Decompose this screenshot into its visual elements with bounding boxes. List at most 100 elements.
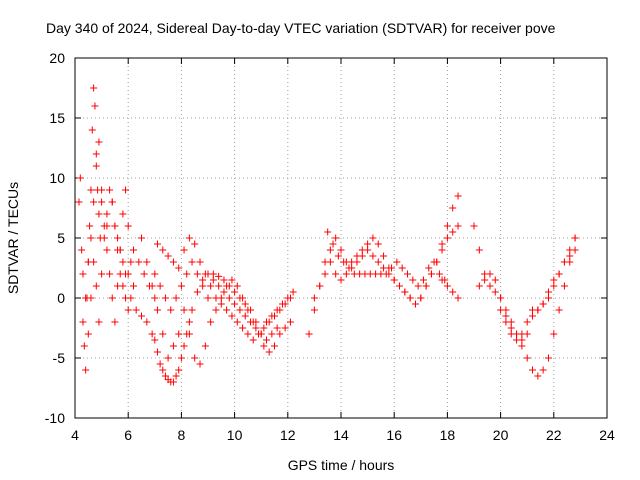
data-point-arc13 [544, 288, 552, 296]
y-axis-label: SDTVAR / TECUs [5, 182, 21, 294]
data-point-arc4 [209, 270, 217, 278]
y-tick-label: -10 [45, 410, 65, 426]
data-point-arc10 [388, 264, 396, 272]
data-point-arc7 [255, 330, 263, 338]
data-point-arc5 [169, 342, 177, 350]
data-point-arc8 [443, 222, 451, 230]
data-point-arc10 [334, 252, 342, 260]
data-point-arc7 [153, 240, 161, 248]
data-point-arc8 [337, 246, 345, 254]
data-point-arc4 [188, 306, 196, 314]
data-point-arc5 [260, 342, 268, 350]
data-point-arc5 [180, 306, 188, 314]
data-point-arc3 [130, 246, 138, 254]
data-point-arc1 [103, 246, 111, 254]
data-point-arc1 [75, 198, 83, 206]
y-tick-label: 10 [49, 170, 65, 186]
data-point-arc5 [164, 354, 172, 362]
data-point-arc2 [124, 306, 132, 314]
data-point-arc7 [239, 324, 247, 332]
data-point-arc13 [513, 330, 521, 338]
data-point-arc7 [223, 306, 231, 314]
data-point-arc6 [209, 276, 217, 284]
data-point-arc1 [130, 282, 138, 290]
data-point-arc11 [534, 372, 542, 380]
data-point-arc11 [486, 282, 494, 290]
data-point-arc3 [114, 234, 122, 242]
data-point-arc3 [151, 294, 159, 302]
data-point-arc1 [80, 342, 88, 350]
data-point-arc4 [151, 336, 159, 344]
data-point-arc7 [201, 270, 209, 278]
data-point-arc5 [281, 324, 289, 332]
data-point-arc6 [167, 306, 175, 314]
data-point-arc13 [571, 246, 579, 254]
data-point-arc11 [550, 330, 558, 338]
data-point-arc9 [438, 246, 446, 254]
data-point-arc6 [156, 282, 164, 290]
x-tick-label: 24 [599, 427, 615, 443]
data-point-arc8 [454, 192, 462, 200]
data-point-arc4 [143, 318, 151, 326]
y-tick-label: 0 [57, 290, 65, 306]
data-point-arc12 [544, 294, 552, 302]
data-point-arc2 [79, 270, 87, 278]
data-point-arc11 [555, 306, 563, 314]
data-point-arc9 [332, 270, 340, 278]
data-point-arc11 [470, 222, 478, 230]
data-point-arc3 [140, 270, 148, 278]
data-point-arc3 [92, 162, 100, 170]
x-axis-label: GPS time / hours [288, 457, 395, 473]
data-point-arc3 [87, 234, 95, 242]
data-point-arc4 [199, 276, 207, 284]
data-point-arc12 [571, 234, 579, 242]
data-points [75, 84, 579, 386]
data-point-arc4 [193, 288, 201, 296]
data-point-arc4 [148, 330, 156, 338]
data-point-arc6 [241, 312, 249, 320]
data-point-arc11 [491, 288, 499, 296]
data-point-arc4 [132, 306, 140, 314]
data-point-arc12 [497, 294, 505, 302]
x-tick-label: 4 [71, 427, 79, 443]
data-point-arc11 [544, 354, 552, 362]
data-point-arc3 [98, 186, 106, 194]
data-point-arc10 [345, 264, 353, 272]
data-point-arc10 [329, 240, 337, 248]
data-point-arc5 [159, 330, 167, 338]
data-point-arc7 [289, 288, 297, 296]
data-point-arc1 [87, 186, 95, 194]
data-point-arc2 [98, 270, 106, 278]
data-point-arc6 [252, 324, 260, 332]
data-point-arc1 [111, 318, 119, 326]
data-point-arc9 [364, 246, 372, 254]
data-point-arc6 [151, 270, 159, 278]
data-point-arc11 [443, 282, 451, 290]
data-point-arc13 [502, 312, 510, 320]
data-point-arc10 [419, 276, 427, 284]
data-point-arc5 [185, 330, 193, 338]
data-point-arc6 [247, 318, 255, 326]
x-tick-label: 18 [440, 427, 456, 443]
data-point-arc4 [215, 272, 223, 280]
data-point-arc4 [273, 324, 281, 332]
data-point-arc1 [76, 174, 84, 182]
data-point-arc1 [119, 210, 127, 218]
data-point-arc10 [425, 264, 433, 272]
data-point-arc7 [185, 234, 193, 242]
data-point-arc4 [268, 330, 276, 338]
data-point-arc7 [265, 318, 273, 326]
x-tick-label: 6 [124, 427, 132, 443]
data-point-arc1 [92, 150, 100, 158]
data-point-arc7 [271, 312, 278, 320]
data-point-arc4 [153, 348, 161, 356]
data-point-arc3 [95, 138, 103, 146]
data-point-arc8 [364, 240, 372, 248]
data-point-arc7 [180, 246, 188, 254]
data-point-arc7 [228, 312, 236, 320]
data-point-arc4 [122, 270, 130, 278]
data-point-arc1 [124, 222, 132, 230]
data-point-arc4 [180, 342, 188, 350]
data-point-arc5 [207, 318, 215, 326]
data-point-arc9 [406, 294, 414, 302]
